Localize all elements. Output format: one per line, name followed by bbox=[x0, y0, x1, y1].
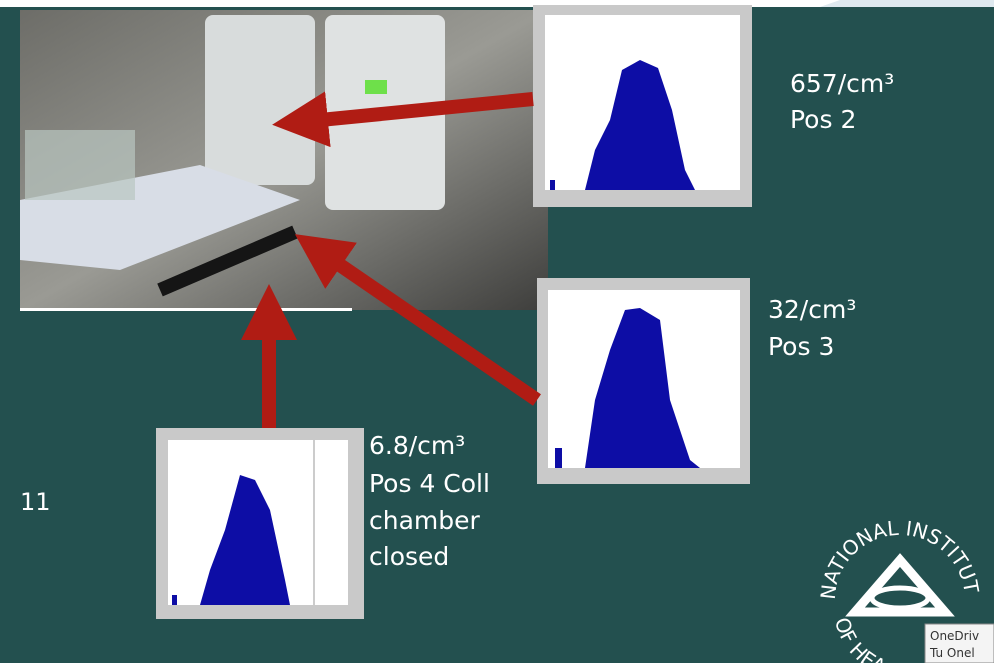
position: Pos 3 bbox=[768, 332, 834, 361]
bottles bbox=[25, 130, 135, 200]
concentration: 32/cm³ bbox=[768, 295, 856, 324]
top-band bbox=[0, 0, 994, 7]
position: Pos 2 bbox=[790, 105, 856, 134]
page-number: 11 bbox=[20, 488, 51, 516]
instrument bbox=[205, 15, 315, 185]
histogram-pos4 bbox=[156, 428, 364, 619]
photo bbox=[20, 10, 548, 311]
histogram-pos3 bbox=[537, 278, 750, 484]
top-decoration bbox=[820, 0, 994, 7]
tube bbox=[157, 225, 298, 297]
position: closed bbox=[369, 542, 449, 571]
position: Pos 4 Coll bbox=[369, 469, 490, 498]
position: chamber bbox=[369, 506, 481, 535]
tooltip-text: Tu Onel bbox=[929, 646, 975, 660]
photo-edge bbox=[20, 308, 352, 311]
concentration: 6.8/cm³ bbox=[369, 431, 465, 460]
tooltip-text: OneDriv bbox=[930, 629, 979, 643]
tooltip: OneDriv Tu Onel bbox=[924, 623, 994, 663]
histogram-pos2 bbox=[533, 5, 752, 207]
label-sticker bbox=[365, 80, 387, 94]
concentration: 657/cm³ bbox=[790, 69, 894, 98]
arrows bbox=[241, 91, 541, 428]
